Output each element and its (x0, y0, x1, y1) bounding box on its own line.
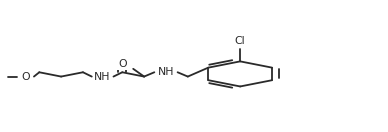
Text: NH: NH (94, 72, 111, 82)
Text: Cl: Cl (235, 36, 246, 46)
Text: O: O (21, 72, 30, 82)
Text: NH: NH (158, 67, 174, 77)
Text: O: O (118, 59, 126, 69)
